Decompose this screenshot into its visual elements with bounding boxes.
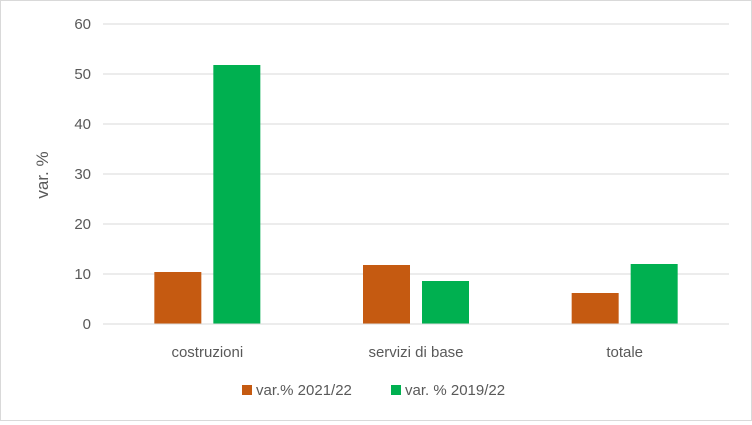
y-tick-label: 0	[83, 316, 91, 333]
bar	[154, 272, 202, 324]
category-label: costruzioni	[171, 344, 243, 361]
y-tick-label: 20	[74, 216, 91, 233]
y-tick-label: 60	[74, 16, 91, 33]
y-tick-label: 40	[74, 116, 91, 133]
bar	[630, 264, 678, 324]
bar	[422, 281, 469, 324]
legend: var.% 2021/22 var. % 2019/22	[242, 382, 505, 399]
y-tick-label: 10	[74, 266, 91, 283]
y-tick-label: 50	[74, 66, 91, 83]
legend-swatch	[391, 385, 401, 395]
legend-label: var.% 2021/22	[256, 382, 352, 399]
gridlines	[103, 23, 729, 275]
legend-label: var. % 2019/22	[405, 382, 505, 399]
category-labels: costruzioni servizi di base totale	[171, 344, 643, 361]
bar	[571, 293, 619, 324]
y-axis-title: var. %	[33, 151, 52, 198]
y-axis-ticks: 0 10 20 30 40 50 60	[74, 16, 91, 333]
legend-swatch	[242, 385, 252, 395]
bar	[213, 65, 261, 324]
y-tick-label: 30	[74, 166, 91, 183]
category-label: servizi di base	[368, 344, 463, 361]
category-label: totale	[606, 344, 643, 361]
bars	[154, 65, 678, 324]
bar	[363, 265, 410, 324]
